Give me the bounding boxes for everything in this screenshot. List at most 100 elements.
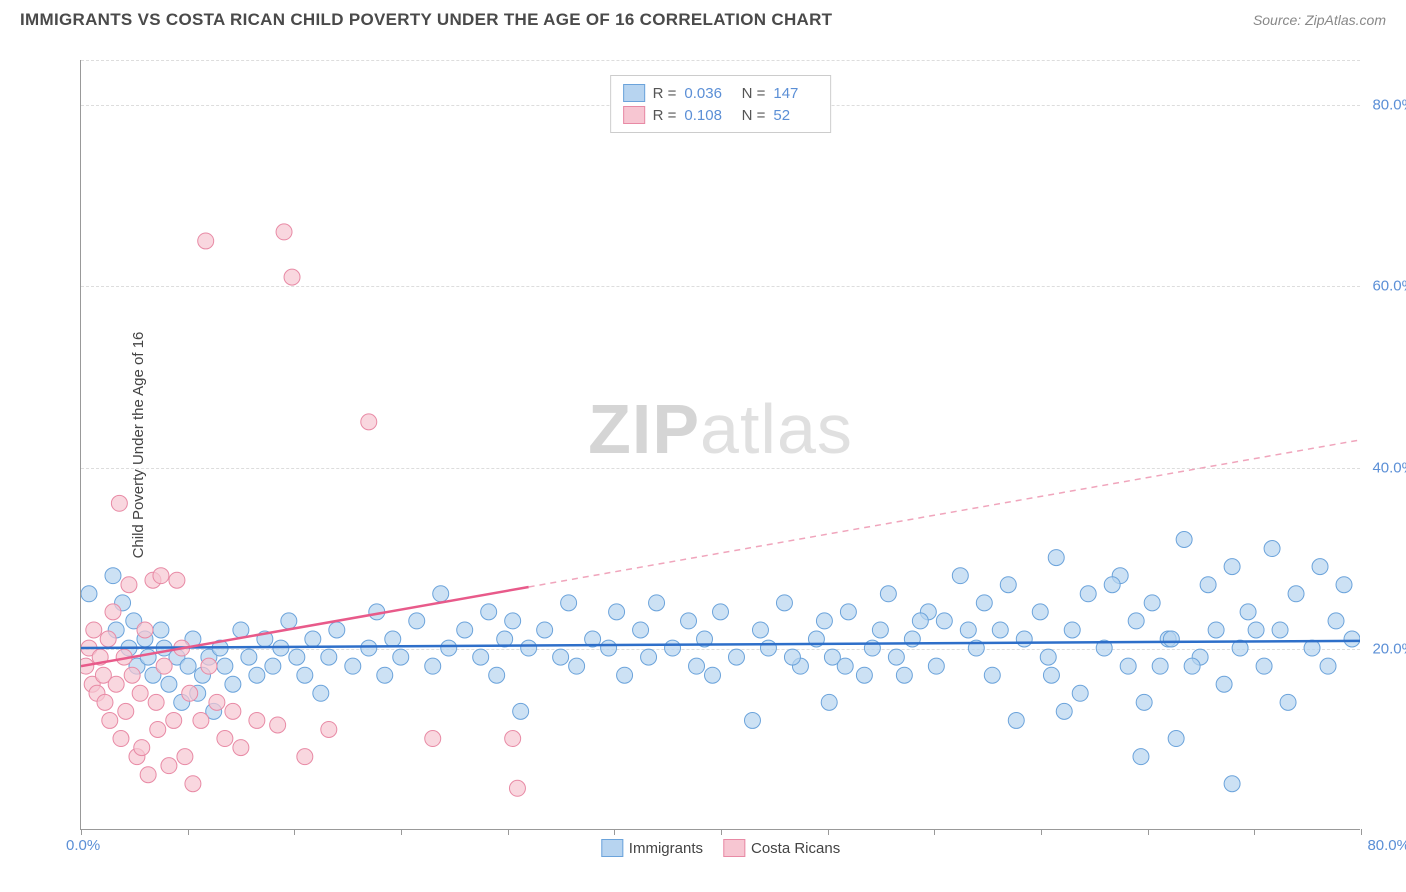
stat-r-value-1: 0.036 <box>684 85 729 102</box>
stat-n-label: N = <box>737 85 765 102</box>
x-axis-max-label: 80.0% <box>1367 837 1406 854</box>
data-point <box>1312 559 1328 575</box>
data-point <box>649 595 665 611</box>
data-point <box>86 622 102 638</box>
x-tick <box>81 829 82 835</box>
data-point <box>537 622 553 638</box>
x-tick <box>1041 829 1042 835</box>
data-point <box>1208 622 1224 638</box>
data-point <box>201 658 217 674</box>
data-point <box>617 667 633 683</box>
data-point <box>198 233 214 249</box>
data-point <box>609 604 625 620</box>
data-point <box>1288 586 1304 602</box>
data-point <box>784 649 800 665</box>
data-point <box>728 649 744 665</box>
data-point <box>880 586 896 602</box>
data-point <box>297 749 313 765</box>
data-point <box>1240 604 1256 620</box>
data-point <box>1163 631 1179 647</box>
x-tick <box>294 829 295 835</box>
data-point <box>185 776 201 792</box>
data-point <box>912 613 928 629</box>
data-point <box>265 658 281 674</box>
data-point <box>760 640 776 656</box>
data-point <box>1200 577 1216 593</box>
data-point <box>1224 559 1240 575</box>
data-point <box>960 622 976 638</box>
data-point <box>752 622 768 638</box>
data-point <box>1104 577 1120 593</box>
data-point <box>840 604 856 620</box>
data-point <box>1136 694 1152 710</box>
data-point <box>284 269 300 285</box>
data-point <box>225 676 241 692</box>
data-point <box>270 717 286 733</box>
data-point <box>345 658 361 674</box>
data-point <box>233 740 249 756</box>
legend-swatch-pink-icon <box>723 839 745 857</box>
data-point <box>1056 703 1072 719</box>
data-point <box>457 622 473 638</box>
swatch-blue-icon <box>623 84 645 102</box>
legend-item-immigrants: Immigrants <box>601 839 703 857</box>
data-point <box>105 604 121 620</box>
data-point <box>105 568 121 584</box>
data-point <box>1176 532 1192 548</box>
data-point <box>1320 658 1336 674</box>
data-point <box>1184 658 1200 674</box>
data-point <box>121 577 137 593</box>
data-point <box>148 694 164 710</box>
data-point <box>97 694 113 710</box>
data-point <box>1304 640 1320 656</box>
stats-box: R = 0.036 N = 147 R = 0.108 N = 52 <box>610 75 832 133</box>
data-point <box>1336 577 1352 593</box>
data-point <box>377 667 393 683</box>
chart-title: IMMIGRANTS VS COSTA RICAN CHILD POVERTY … <box>20 10 832 30</box>
data-point <box>241 649 257 665</box>
data-point <box>1072 685 1088 701</box>
legend-swatch-blue-icon <box>601 839 623 857</box>
data-point <box>217 731 233 747</box>
data-point <box>1008 712 1024 728</box>
stat-r-value-2: 0.108 <box>684 107 729 124</box>
data-point <box>641 649 657 665</box>
data-point <box>111 495 127 511</box>
legend-item-costaricans: Costa Ricans <box>723 839 840 857</box>
data-point <box>409 613 425 629</box>
data-point <box>1133 749 1149 765</box>
data-point <box>166 712 182 728</box>
data-point <box>177 749 193 765</box>
data-point <box>776 595 792 611</box>
data-point <box>936 613 952 629</box>
data-point <box>505 731 521 747</box>
data-point <box>837 658 853 674</box>
data-point <box>1272 622 1288 638</box>
data-point <box>297 667 313 683</box>
data-point <box>161 676 177 692</box>
data-point <box>481 604 497 620</box>
x-tick <box>1361 829 1362 835</box>
data-point <box>425 658 441 674</box>
data-point <box>113 731 129 747</box>
data-point <box>521 640 537 656</box>
data-point <box>601 640 617 656</box>
chart-container: Child Poverty Under the Age of 16 ZIPatl… <box>50 45 1390 845</box>
data-point <box>441 640 457 656</box>
data-point <box>1040 649 1056 665</box>
data-point <box>217 658 233 674</box>
data-point <box>276 224 292 240</box>
data-point <box>305 631 321 647</box>
data-point <box>1016 631 1032 647</box>
data-point <box>952 568 968 584</box>
data-point <box>1048 550 1064 566</box>
x-tick <box>188 829 189 835</box>
data-point <box>118 703 134 719</box>
data-point <box>928 658 944 674</box>
data-point <box>100 631 116 647</box>
data-point <box>872 622 888 638</box>
plot-area: ZIPatlas R = 0.036 N = 147 R = 0.108 N =… <box>80 60 1360 830</box>
data-point <box>153 568 169 584</box>
data-point <box>509 780 525 796</box>
data-point <box>313 685 329 701</box>
